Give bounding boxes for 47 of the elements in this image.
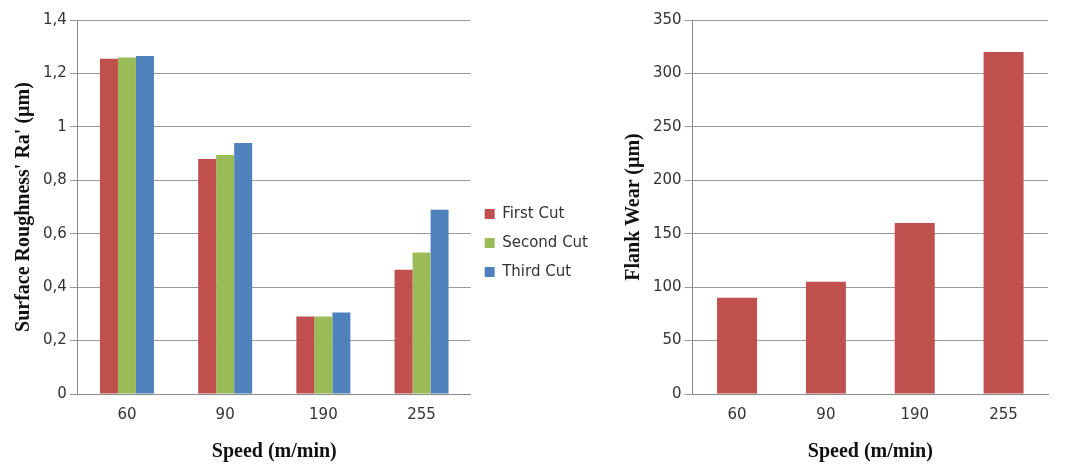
y-tick-label: 1,2 [43,63,67,82]
x-tick-label: 190 [309,404,338,423]
bar [117,57,136,394]
bar [394,269,413,394]
y-tick-label: 0,2 [43,330,67,349]
bar [805,281,846,394]
legend-label: Second Cut [502,232,589,251]
x-tick-label: 255 [407,404,436,423]
bar [234,142,253,394]
x-axis-title: Speed (m/min) [807,439,933,463]
y-tick-label: 250 [652,116,682,135]
legend-label: Third Cut [501,261,572,280]
y-tick-label: 300 [652,63,682,82]
x-tick-label: 60 [117,404,137,423]
y-tick-label: 200 [652,170,682,189]
y-tick-label: 50 [662,330,682,349]
x-tick-label: 90 [816,404,836,423]
y-tick-label: 1 [57,116,67,135]
y-axis-title: Flank Wear (µm) [621,133,645,281]
y-tick-label: 150 [652,223,682,242]
bar [332,312,351,394]
y-tick-label: 0,6 [43,223,67,242]
y-tick-label: 0 [672,383,682,402]
bar [198,158,217,394]
y-tick-label: 0,4 [43,277,67,296]
bar [983,52,1024,394]
y-tick-label: 100 [652,277,682,296]
x-axis-title: Speed (m/min) [211,439,337,463]
y-axis-title: Surface Roughness' Ra' (µm) [11,82,35,332]
x-tick-label: 90 [215,404,235,423]
bar [296,316,315,394]
x-tick-label: 255 [989,404,1018,423]
bar [412,252,431,394]
bar [894,223,935,394]
bar [216,154,235,394]
bar [314,316,333,394]
y-tick-label: 0 [57,383,67,402]
bar [717,297,758,394]
bar [99,58,118,394]
x-tick-label: 190 [900,404,930,423]
y-tick-label: 0,8 [43,170,67,189]
y-tick-label: 1,4 [43,9,67,28]
bar [135,56,154,394]
y-tick-label: 350 [652,9,682,28]
x-tick-label: 60 [727,404,747,423]
bar [430,209,449,394]
legend-label: First Cut [502,203,565,222]
